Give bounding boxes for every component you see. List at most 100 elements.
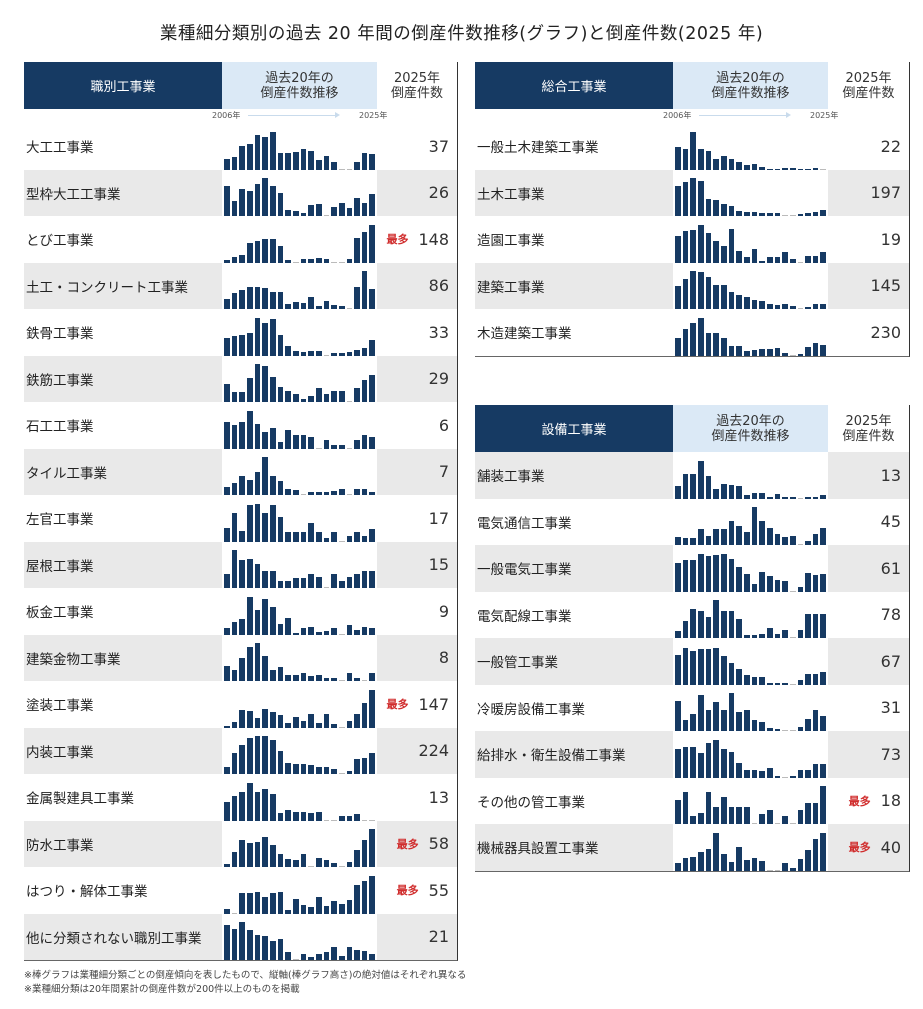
table-row: 型枠大工工事業 26 [24, 169, 457, 216]
sparkline-bar [675, 748, 681, 778]
count-cell: 230 [828, 309, 909, 356]
count-value: 18 [880, 791, 901, 811]
sparkline-bar [331, 207, 337, 216]
sparkline-bar-chart [673, 545, 828, 592]
sparkline-bar [797, 858, 804, 871]
sparkline-bar-chart [222, 262, 377, 309]
sparkline-bar [812, 496, 819, 499]
sparkline-bar [369, 753, 376, 774]
sparkline-bar [720, 245, 727, 263]
table-row: 屋根工事業 15 [24, 541, 457, 588]
sparkline-bar [323, 301, 330, 309]
sparkline-bar [269, 377, 276, 402]
sparkline-bar [308, 150, 314, 170]
sparkline-bar [354, 884, 360, 914]
sparkline-bar [346, 862, 353, 867]
sparkline-bar [308, 626, 314, 635]
table-row: 電気通信工事業 45 [475, 498, 909, 545]
sparkline-bar [285, 722, 291, 728]
sparkline-bar [789, 215, 796, 216]
sparkline-bar [736, 211, 742, 216]
sparkline-bar [774, 579, 781, 592]
count-cell: 33 [377, 309, 457, 356]
sparkline-bar [308, 297, 314, 309]
sparkline-bar [728, 484, 735, 499]
trend-header-line1: 過去20年の [716, 70, 785, 86]
sparkline-bar [315, 577, 322, 588]
rows: 舗装工事業 13 電気通信工事業 45 一般電気工事業 61 電気配線工事業 78 一般管工事業… [475, 452, 909, 871]
count-value: 45 [880, 512, 901, 532]
sparkline-bar [797, 308, 804, 309]
sparkline-bar-chart [222, 774, 377, 821]
sparkline-bar [269, 892, 276, 914]
sparkline-bar [300, 627, 307, 635]
sparkline-bar [782, 862, 788, 871]
sparkline-bar [782, 304, 788, 309]
sparkline-bar-chart [222, 681, 377, 728]
sparkline-bar [277, 193, 284, 216]
sparkline-bar-chart [673, 498, 828, 545]
sparkline-bar [797, 168, 804, 170]
arrow-right-icon [699, 112, 791, 118]
sparkline-bar [820, 573, 827, 592]
sparkline-bar [354, 813, 360, 821]
sparkline-bar [774, 775, 781, 778]
sparkline-bar [705, 555, 712, 592]
trend-header-line1: 過去20年の [265, 70, 334, 86]
table-row: 建築工事業 145 [475, 262, 909, 309]
count-cell: 224 [377, 727, 457, 774]
count-value: 145 [870, 276, 901, 296]
sparkline-bar [789, 637, 796, 638]
sparkline-bar [713, 739, 719, 778]
count-value: 148 [418, 229, 449, 249]
sparkline-bar [774, 682, 781, 685]
table-row: 左官工事業 17 [24, 495, 457, 542]
sparkline-bar [361, 535, 368, 542]
sparkline-bar [285, 259, 291, 263]
industry-label: 土木工事業 [475, 169, 673, 216]
sparkline-bar [323, 678, 330, 681]
sparkline-bar [736, 668, 742, 685]
sparkline-bar [682, 857, 689, 871]
sparkline-bar [292, 811, 299, 821]
sparkline-bar [354, 237, 360, 263]
sparkline-bar [254, 503, 261, 542]
rows: 一般土木建築工事業 22 土木工事業 197 造園工事業 19 建築工事業 145 木造建築工事… [475, 123, 909, 356]
trend-header: 過去20年の 倒産件数推移 [673, 405, 828, 452]
sparkline-bar [338, 540, 345, 542]
table-row: 木造建築工事業 230 [475, 309, 909, 356]
sparkline-bar [728, 751, 735, 778]
sparkline-bar [713, 554, 719, 592]
sparkline-bar [369, 673, 376, 681]
most-badge: 最多 [396, 837, 419, 851]
sparkline-bar [239, 254, 245, 263]
sparkline-bar [254, 134, 261, 170]
sparkline-bar [285, 581, 291, 588]
sparkline-bar [369, 875, 376, 914]
sparkline-bar [346, 308, 353, 309]
most-badge: 最多 [386, 698, 409, 712]
sparkline-bar [697, 148, 704, 170]
sparkline-bar [751, 583, 758, 592]
sparkline-bar [308, 396, 314, 402]
industry-label: 鉄骨工事業 [26, 326, 94, 343]
sparkline-bar [277, 667, 284, 681]
sparkline-bar [338, 203, 345, 216]
sparkline-bar-chart [222, 169, 377, 216]
sparkline-bar [713, 488, 719, 499]
sparkline-bar [736, 250, 742, 263]
sparkline-bar [782, 630, 788, 638]
industry-label: 一般土木建築工事業 [477, 140, 599, 157]
industry-label: 屋根工事業 [24, 541, 222, 588]
sparkline-bar [820, 763, 827, 778]
sparkline-bar [323, 713, 330, 728]
sparkline-bar [277, 623, 284, 635]
sparkline-bar [231, 795, 238, 821]
sparkline-bar [751, 492, 758, 499]
sparkline-bar [323, 952, 330, 960]
sparkline-bar [346, 947, 353, 960]
table-row: 建築金物工事業 8 [24, 634, 457, 681]
sparkline-bar [759, 814, 765, 824]
sparkline-bar [338, 306, 345, 309]
sparkline-bar [759, 348, 765, 356]
